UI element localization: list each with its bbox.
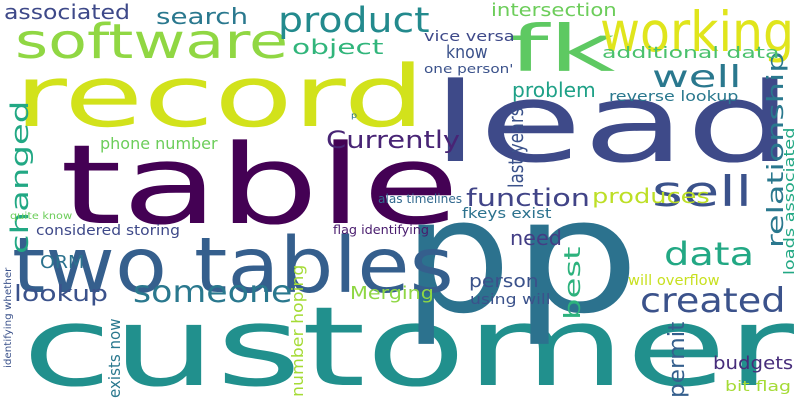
word-bit-flag: bit flag bbox=[725, 379, 791, 395]
word-know: know bbox=[446, 42, 488, 63]
word-best: best bbox=[561, 246, 586, 320]
word-someone: someone bbox=[133, 275, 293, 310]
word-exists-now: exists now bbox=[105, 318, 124, 398]
word-software: software bbox=[15, 14, 289, 70]
word-problem: problem bbox=[512, 78, 596, 102]
word-table: table bbox=[60, 121, 460, 249]
word-object: object bbox=[292, 35, 384, 59]
word-two-tables: two tables bbox=[12, 222, 454, 311]
word-working: working bbox=[600, 0, 795, 64]
word-customer: customer bbox=[22, 283, 794, 400]
word-budgets: budgets bbox=[713, 353, 794, 374]
word-lead: lead bbox=[432, 59, 793, 187]
word-created: created bbox=[640, 281, 786, 321]
word-intersection: intersection bbox=[491, 0, 617, 21]
word-one-person: one person' bbox=[424, 62, 514, 76]
word-vice-versa: vice versa bbox=[424, 29, 515, 45]
word-person: person bbox=[469, 271, 539, 292]
word-fk: fk bbox=[508, 13, 616, 87]
word-record: record bbox=[14, 48, 426, 147]
word-number-hoping: number hoping bbox=[288, 264, 307, 397]
word-associated: associated bbox=[4, 0, 130, 24]
word-will-overflow: will overflow bbox=[628, 273, 720, 289]
word-p-large: p bbox=[403, 165, 512, 349]
word-permit: permit bbox=[665, 321, 690, 398]
word-p-large-2: p bbox=[512, 165, 641, 349]
word-p-small: p bbox=[351, 111, 358, 120]
word-quite-know: quite know bbox=[10, 211, 73, 222]
word-phone-number: phone number bbox=[100, 134, 218, 153]
word-lookup: lookup bbox=[14, 282, 109, 307]
word-orm: ORM bbox=[40, 252, 85, 273]
word-sell: sell bbox=[652, 167, 753, 216]
word-merging: Merging bbox=[350, 283, 434, 304]
word-produces: produces bbox=[592, 184, 710, 208]
word-loads-associated: loads associated bbox=[782, 127, 798, 276]
word-reverse-lookup: reverse lookup bbox=[609, 89, 739, 105]
word-alas-timelines: alas timelines bbox=[378, 192, 463, 206]
word-last-years: last years bbox=[504, 107, 528, 188]
word-fkeys-exist: fkeys exist bbox=[462, 206, 552, 222]
word-considered-storing: considered storing bbox=[36, 223, 180, 239]
word-flag-identifying: flag identifying bbox=[333, 223, 429, 237]
word-currently: Currently bbox=[326, 126, 461, 154]
word-function: function bbox=[466, 184, 591, 212]
word-data: data bbox=[664, 235, 755, 273]
word-well: well bbox=[652, 60, 742, 95]
word-changed: changed bbox=[6, 100, 34, 255]
word-identifying-whether: identifying whether bbox=[3, 267, 14, 368]
word-need: need bbox=[510, 226, 562, 250]
word-search: search bbox=[156, 5, 249, 30]
word-product: product bbox=[278, 1, 430, 41]
word-using-will: using will bbox=[470, 292, 551, 308]
word-additional-data: additional data bbox=[602, 43, 780, 62]
